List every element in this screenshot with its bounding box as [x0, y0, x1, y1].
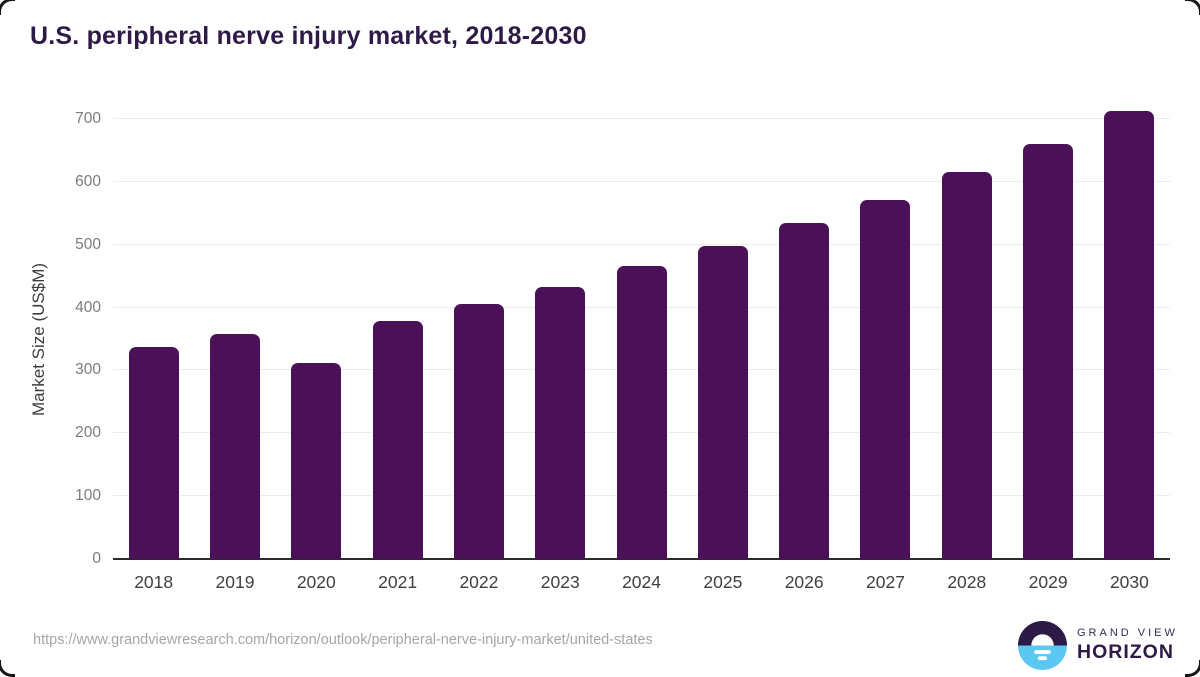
- bar-2030: [1104, 111, 1155, 559]
- horizon-sunrise-icon: [1018, 621, 1067, 670]
- bar-column-2019: 2019: [194, 119, 275, 592]
- bar-2018: [128, 347, 179, 559]
- bar-column-2024: 2024: [601, 119, 682, 592]
- x-tick-label-2020: 2020: [296, 572, 336, 592]
- bar-2029: [1023, 143, 1074, 559]
- y-tick-label-700: 700: [75, 110, 101, 127]
- frame-corner-top-left: [0, 0, 15, 15]
- y-tick-label-0: 0: [92, 550, 101, 567]
- x-tick-label-2023: 2023: [540, 572, 580, 592]
- bar-column-2018: 2018: [113, 119, 194, 592]
- grand-view-horizon-logo: GRAND VIEW HORIZON: [1018, 621, 1178, 670]
- bar-2024: [616, 266, 667, 559]
- y-tick-label-600: 600: [75, 172, 101, 190]
- frame-corner-bottom-right: [1185, 660, 1200, 677]
- logo-text: GRAND VIEW HORIZON: [1077, 627, 1178, 664]
- bar-column-2026: 2026: [764, 119, 845, 592]
- source-url: https://www.grandviewresearch.com/horizo…: [33, 632, 653, 648]
- chart-title: U.S. peripheral nerve injury market, 201…: [30, 22, 587, 50]
- bar-column-2027: 2027: [845, 119, 926, 592]
- frame-corner-bottom-left: [0, 660, 15, 677]
- bar-2019: [209, 333, 260, 559]
- bar-column-2029: 2029: [1007, 119, 1088, 592]
- bar-column-2028: 2028: [926, 119, 1007, 592]
- x-tick-label-2028: 2028: [947, 572, 987, 592]
- x-tick-label-2029: 2029: [1028, 572, 1068, 592]
- x-tick-label-2027: 2027: [866, 572, 905, 592]
- bar-2026: [779, 223, 830, 559]
- frame-corner-top-right: [1185, 0, 1200, 15]
- bar-2020: [291, 362, 342, 559]
- y-tick-label-100: 100: [75, 487, 101, 505]
- bar-2025: [697, 245, 748, 559]
- logo-horizon-label: HORIZON: [1077, 641, 1174, 663]
- x-tick-label-2026: 2026: [784, 572, 824, 592]
- y-axis-title: Market Size (US$M): [29, 262, 48, 416]
- bar-column-2021: 2021: [357, 119, 438, 592]
- gridline-700: [113, 118, 1170, 119]
- x-tick-label-2025: 2025: [703, 572, 743, 592]
- x-tick-label-2018: 2018: [134, 572, 174, 592]
- y-tick-label-400: 400: [75, 298, 101, 316]
- y-tick-label-200: 200: [75, 424, 101, 442]
- x-tick-label-2021: 2021: [378, 572, 418, 592]
- logo-grand-view-label: GRAND VIEW: [1077, 627, 1178, 639]
- bar-2023: [535, 286, 586, 559]
- bar-column-2023: 2023: [520, 119, 601, 592]
- x-tick-label-2024: 2024: [622, 572, 661, 592]
- bar-column-2025: 2025: [682, 119, 763, 592]
- bar-column-2020: 2020: [276, 119, 357, 592]
- bar-2022: [453, 303, 504, 559]
- bar-2028: [941, 172, 992, 559]
- y-tick-label-300: 300: [75, 361, 101, 379]
- bar-chart-plot-area: 0 100 200 300 400 500 600 700 2018 2019 2020 2021 20…: [75, 110, 1170, 592]
- gridline-500: [113, 243, 1170, 245]
- bar-2027: [860, 200, 911, 559]
- x-tick-label-2030: 2030: [1109, 572, 1149, 592]
- bar-columns: 2018 2019 2020 2021 2022 2023 2024 2025 2026 2027…: [113, 111, 1170, 592]
- x-tick-label-2022: 2022: [459, 572, 499, 592]
- bar-2021: [372, 321, 423, 559]
- gridline-600: [113, 180, 1170, 182]
- bar-column-2022: 2022: [438, 119, 519, 592]
- x-axis-line: [113, 558, 1170, 560]
- bar-column-2030: 2030: [1089, 111, 1170, 592]
- y-tick-label-500: 500: [75, 235, 101, 253]
- x-tick-label-2019: 2019: [215, 572, 255, 592]
